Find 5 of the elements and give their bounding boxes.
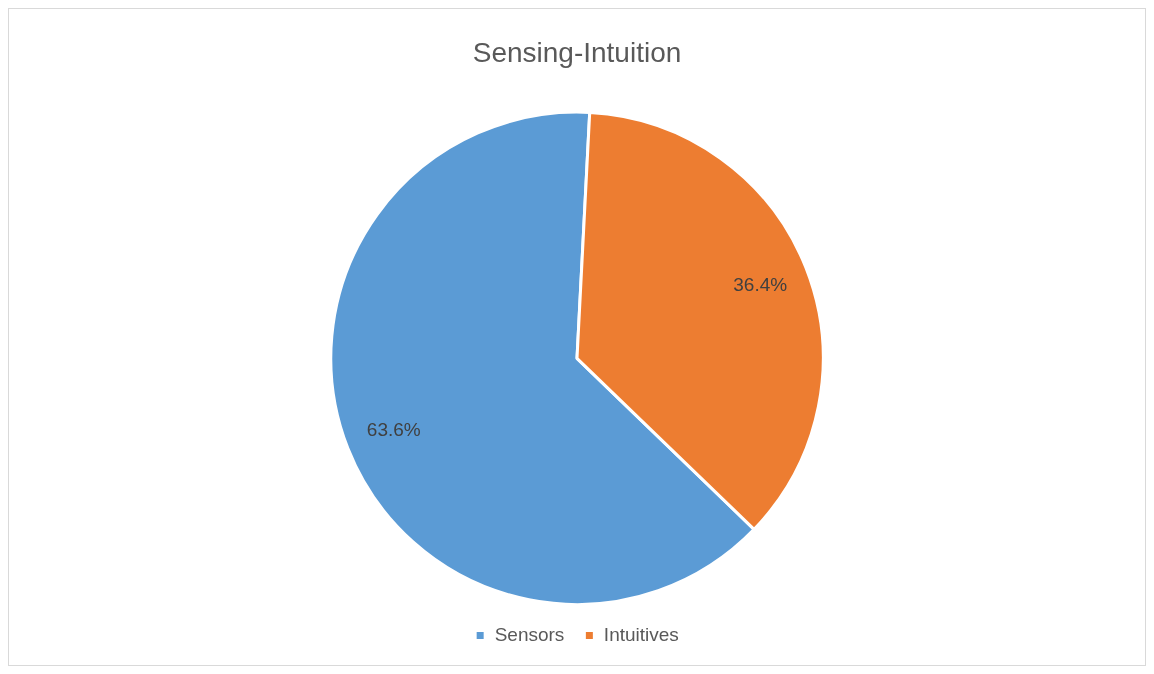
legend-label: Sensors [494,623,565,645]
data-label: 36.4% [733,274,788,296]
legend-label: Intuitives [603,623,679,645]
data-label: 63.6% [366,418,421,440]
chart-title: Sensing-Intuition [472,36,682,68]
